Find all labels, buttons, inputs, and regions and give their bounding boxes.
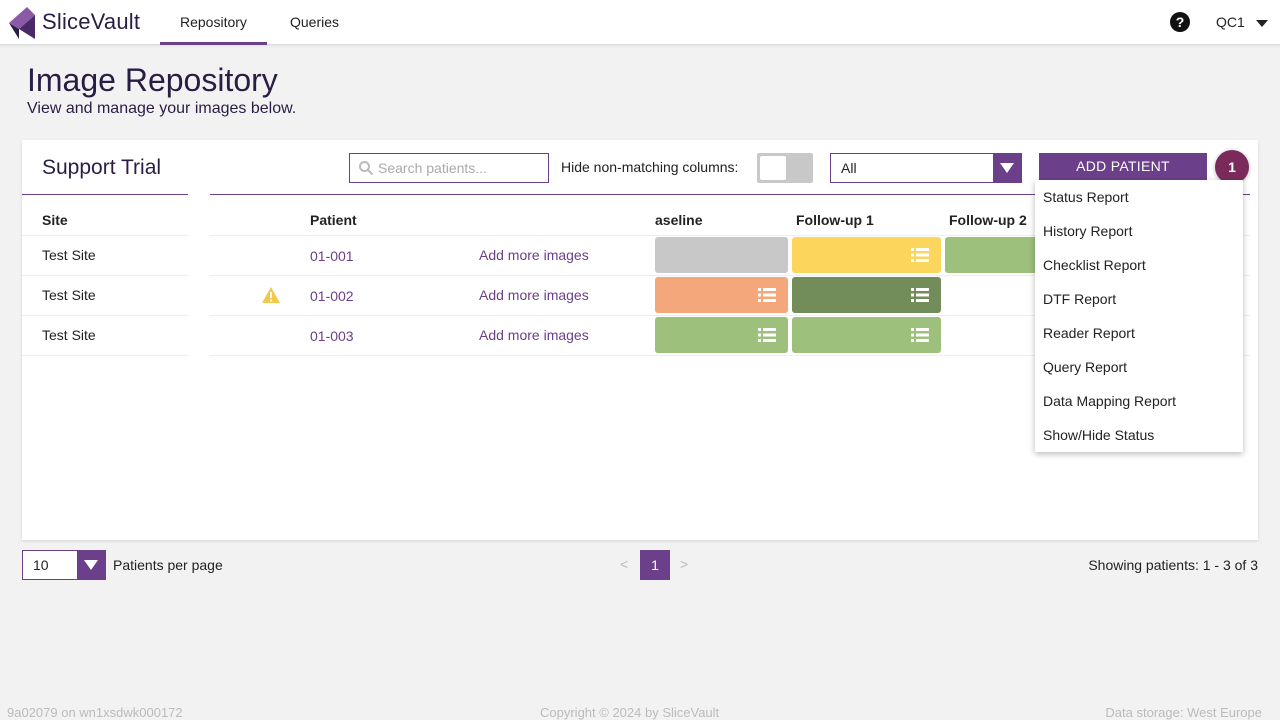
cell-site: Test Site — [42, 247, 96, 263]
header-divider — [210, 194, 1250, 195]
page-number-button[interactable]: 1 — [640, 550, 670, 580]
menu-item-reader-report[interactable]: Reader Report — [1043, 325, 1135, 341]
patient-link[interactable]: 01-003 — [310, 328, 354, 344]
trial-underline — [22, 194, 188, 195]
menu-item-data-mapping-report[interactable]: Data Mapping Report — [1043, 393, 1177, 409]
menu-item-status-report[interactable]: Status Report — [1043, 189, 1129, 205]
status-filter-select[interactable]: All — [830, 153, 1022, 183]
row-divider — [210, 275, 1250, 276]
user-menu[interactable]: QC1 — [1216, 14, 1245, 30]
warning-icon[interactable] — [261, 286, 281, 304]
list-icon — [758, 328, 776, 342]
list-icon — [911, 248, 929, 262]
status-cell-followup-1[interactable] — [792, 237, 941, 273]
page-subtitle: View and manage your images below. — [27, 100, 297, 117]
header-baseline[interactable]: aseline — [655, 212, 703, 228]
tab-queries[interactable]: Queries — [290, 14, 340, 30]
chevron-down-icon[interactable] — [77, 551, 105, 579]
hide-columns-toggle[interactable] — [757, 153, 813, 183]
reports-dropdown-menu: Status Report History Report Checklist R… — [1035, 180, 1243, 452]
status-cell-baseline[interactable] — [655, 277, 788, 313]
header-followup-1[interactable]: Follow-up 1 — [796, 212, 874, 228]
add-more-images-link[interactable]: Add more images — [479, 247, 589, 263]
slicevault-logo-icon[interactable] — [5, 5, 41, 41]
help-icon[interactable]: ? — [1170, 12, 1190, 32]
row-divider — [22, 275, 188, 276]
search-input[interactable] — [378, 154, 546, 182]
row-divider — [210, 235, 1250, 236]
header-patient[interactable]: Patient — [310, 212, 357, 228]
list-icon — [911, 328, 929, 342]
per-page-value: 10 — [33, 557, 49, 573]
toggle-knob — [760, 156, 786, 180]
search-icon — [359, 161, 374, 176]
footer-copyright: Copyright © 2024 by SliceVault — [540, 705, 720, 720]
next-page-button[interactable]: > — [680, 556, 689, 572]
add-more-images-link[interactable]: Add more images — [479, 287, 589, 303]
status-cell-followup-2[interactable] — [945, 237, 1035, 273]
prev-page-button[interactable]: < — [620, 556, 629, 572]
row-divider — [22, 235, 188, 236]
add-more-images-link[interactable]: Add more images — [479, 327, 589, 343]
tab-repository[interactable]: Repository — [160, 0, 267, 45]
status-cell-followup-1[interactable] — [792, 317, 941, 353]
notification-badge[interactable]: 1 — [1215, 150, 1249, 184]
menu-item-checklist-report[interactable]: Checklist Report — [1043, 257, 1146, 273]
list-icon — [911, 288, 929, 302]
filter-value: All — [841, 160, 857, 176]
row-divider — [210, 355, 1250, 356]
top-navigation: SliceVault Repository Queries ? QC1 — [0, 0, 1280, 45]
search-box[interactable] — [349, 153, 549, 183]
row-divider — [22, 315, 188, 316]
trial-title: Support Trial — [42, 156, 162, 179]
status-cell-baseline[interactable] — [655, 317, 788, 353]
status-cell-baseline[interactable] — [655, 237, 788, 273]
menu-item-show-hide-status[interactable]: Show/Hide Status — [1043, 427, 1155, 443]
patient-link[interactable]: 01-002 — [310, 288, 354, 304]
menu-item-dtf-report[interactable]: DTF Report — [1043, 291, 1117, 307]
cell-site: Test Site — [42, 287, 96, 303]
add-patient-button[interactable]: ADD PATIENT — [1039, 153, 1207, 180]
list-icon — [758, 288, 776, 302]
row-divider — [210, 315, 1250, 316]
footer-build: 9a02079 on wn1xsdwk000172 — [7, 705, 183, 720]
chevron-down-icon[interactable] — [1256, 20, 1268, 27]
brand-name[interactable]: SliceVault — [42, 9, 141, 34]
per-page-select[interactable]: 10 — [22, 550, 106, 580]
menu-item-history-report[interactable]: History Report — [1043, 223, 1133, 239]
footer-storage: Data storage: West Europe — [1105, 705, 1262, 720]
status-cell-followup-1[interactable] — [792, 277, 941, 313]
header-site[interactable]: Site — [42, 212, 68, 228]
menu-item-query-report[interactable]: Query Report — [1043, 359, 1128, 375]
hide-columns-label: Hide non-matching columns: — [561, 159, 739, 175]
header-followup-2[interactable]: Follow-up 2 — [949, 212, 1027, 228]
per-page-label: Patients per page — [113, 557, 223, 573]
row-divider — [22, 355, 188, 356]
cell-site: Test Site — [42, 327, 96, 343]
chevron-down-icon[interactable] — [993, 154, 1021, 182]
page-title: Image Repository — [27, 62, 278, 98]
showing-count: Showing patients: 1 - 3 of 3 — [1088, 557, 1258, 573]
patient-link[interactable]: 01-001 — [310, 248, 354, 264]
